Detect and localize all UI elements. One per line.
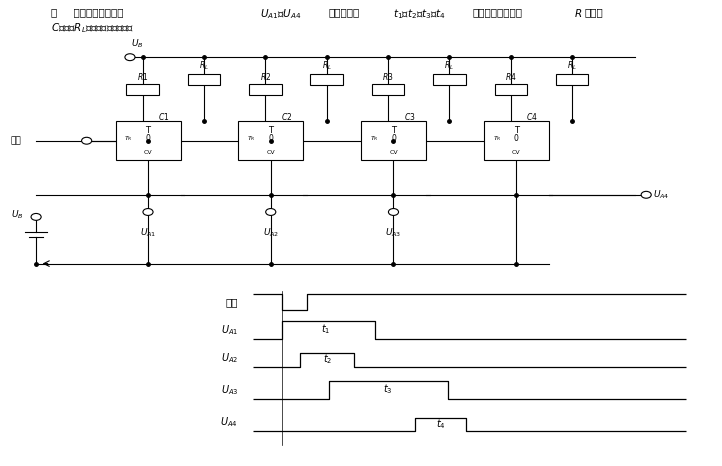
- Text: $R1$: $R1$: [137, 71, 148, 82]
- Text: 图     电路中其各级输出: 图 电路中其各级输出: [51, 7, 123, 17]
- Bar: [188, 75, 220, 85]
- Text: CV: CV: [266, 151, 275, 156]
- Bar: [249, 84, 282, 95]
- Text: 0: 0: [269, 134, 273, 143]
- Text: $T_R$: $T_R$: [247, 134, 256, 143]
- Text: $U_{A2}$: $U_{A2}$: [221, 352, 238, 365]
- Text: CV: CV: [512, 151, 521, 156]
- Text: $R$: $R$: [574, 7, 582, 19]
- Text: 触发: 触发: [226, 297, 238, 307]
- Text: $U_{A3}$: $U_{A3}$: [386, 227, 401, 239]
- Text: 0: 0: [514, 134, 518, 143]
- Text: $C1$: $C1$: [158, 111, 170, 122]
- Circle shape: [641, 192, 651, 198]
- Text: $U_{A4}$: $U_{A4}$: [220, 416, 238, 429]
- Circle shape: [125, 54, 135, 61]
- Text: $t_1$、$t_2$、$t_3$、$t_4$: $t_1$、$t_2$、$t_3$、$t_4$: [393, 7, 446, 21]
- Text: 0: 0: [146, 134, 150, 143]
- Text: $U_B$: $U_B$: [11, 208, 23, 221]
- Text: $t_4$: $t_4$: [435, 417, 445, 431]
- Text: $R4$: $R4$: [505, 71, 517, 82]
- Text: $C4$: $C4$: [526, 111, 538, 122]
- Circle shape: [143, 209, 153, 215]
- Text: $R_L$: $R_L$: [322, 60, 331, 72]
- Text: $C3$: $C3$: [404, 111, 415, 122]
- Bar: [126, 84, 159, 95]
- Text: $T_R$: $T_R$: [124, 134, 133, 143]
- Bar: [372, 84, 404, 95]
- Text: 0: 0: [391, 134, 396, 143]
- Text: $C2$: $C2$: [281, 111, 292, 122]
- Bar: [484, 121, 549, 160]
- Bar: [310, 75, 343, 85]
- Text: $T_R$: $T_R$: [370, 134, 378, 143]
- Bar: [361, 121, 426, 160]
- Text: $U_B$: $U_B$: [131, 37, 144, 50]
- Text: CV: CV: [389, 151, 398, 156]
- Text: 分别由各级的电阻: 分别由各级的电阻: [473, 7, 523, 17]
- Text: $t_1$: $t_1$: [321, 322, 331, 336]
- Text: $t_2$: $t_2$: [323, 352, 332, 366]
- Text: $t_3$: $t_3$: [383, 382, 393, 396]
- Text: $R3$: $R3$: [383, 71, 393, 82]
- Text: $R2$: $R2$: [260, 71, 271, 82]
- Text: $R_L$: $R_L$: [199, 60, 209, 72]
- Bar: [116, 121, 180, 160]
- Circle shape: [31, 213, 41, 220]
- Text: $C$确定，$R_L$为各级的负载电阻。: $C$确定，$R_L$为各级的负载电阻。: [51, 21, 134, 35]
- Bar: [238, 121, 303, 160]
- Text: 触发: 触发: [11, 136, 22, 145]
- Text: 和电容: 和电容: [585, 7, 604, 17]
- Text: $U_{A2}$: $U_{A2}$: [263, 227, 279, 239]
- Circle shape: [388, 209, 399, 215]
- Text: $R_L$: $R_L$: [567, 60, 577, 72]
- Text: T: T: [146, 126, 150, 135]
- Text: $U_{A3}$: $U_{A3}$: [221, 383, 238, 397]
- Text: $U_{A1}$: $U_{A1}$: [140, 227, 156, 239]
- Text: 的延续时间: 的延续时间: [329, 7, 360, 17]
- Text: CV: CV: [144, 151, 152, 156]
- Bar: [433, 75, 466, 85]
- Text: $U_{A4}$: $U_{A4}$: [653, 189, 670, 201]
- Text: T: T: [391, 126, 396, 135]
- Text: $U_{A1}$: $U_{A1}$: [221, 323, 238, 337]
- Text: $R_L$: $R_L$: [445, 60, 454, 72]
- Circle shape: [266, 209, 276, 215]
- Circle shape: [82, 137, 92, 144]
- Bar: [556, 75, 588, 85]
- Text: $T_R$: $T_R$: [492, 134, 501, 143]
- Text: $U_{A1}$～$U_{A4}$: $U_{A1}$～$U_{A4}$: [260, 7, 301, 21]
- Text: T: T: [269, 126, 273, 135]
- Bar: [495, 84, 527, 95]
- Text: T: T: [514, 126, 518, 135]
